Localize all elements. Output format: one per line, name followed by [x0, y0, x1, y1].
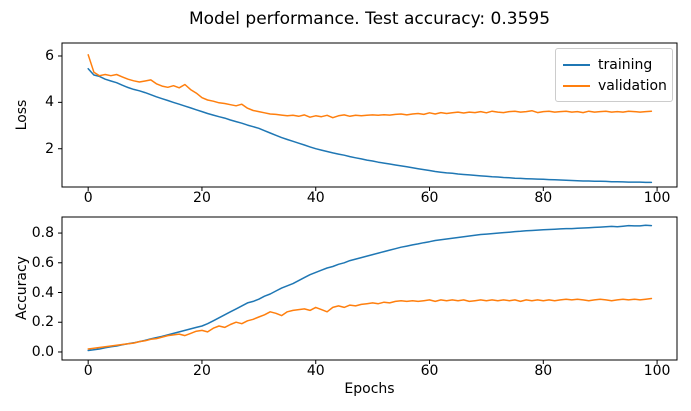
y-tick-label: 4 [45, 94, 54, 111]
x-tick-label: 100 [643, 190, 671, 206]
x-tick-label: 40 [306, 190, 325, 206]
y-tick-label: 0.0 [31, 343, 54, 360]
x-tick-label: 0 [83, 190, 93, 206]
legend-entry-training: training [563, 54, 665, 75]
x-tick-label: 80 [534, 363, 553, 379]
y-tick-label: 0.6 [31, 254, 54, 271]
x-tick-label: 60 [420, 190, 439, 206]
y-tick-label: 6 [45, 47, 54, 64]
training-line-swatch [563, 63, 590, 66]
y-tick-label: 0.8 [31, 225, 54, 242]
legend-label-training: training [598, 56, 653, 73]
validation-line-plot-1 [87, 297, 653, 350]
x-tick-label: 80 [534, 190, 553, 206]
legend-label-validation: validation [598, 77, 667, 94]
x-tick-label: 20 [193, 363, 211, 379]
x-tick-label: 60 [420, 363, 439, 379]
axes-frame [61, 42, 678, 188]
y-tick-label: 2 [45, 140, 54, 157]
x-tick-label: 100 [643, 363, 671, 379]
y-tick-label: 0.2 [31, 314, 54, 331]
x-tick-label: 40 [306, 363, 325, 379]
validation-line-swatch [563, 84, 590, 87]
x-tick-label: 0 [83, 363, 93, 379]
y-tick-label: 0.4 [31, 284, 54, 301]
epochs-axis-label: Epochs [344, 381, 395, 397]
x-tick-label: 20 [193, 190, 211, 206]
legend-entry-validation: validation [563, 75, 667, 96]
chart-title: Model performance. Test accuracy: 0.3595 [188, 9, 551, 29]
axes-frame [61, 216, 678, 361]
training-line-plot-1 [87, 224, 653, 352]
validation-line-plot-0 [87, 54, 653, 119]
legend: training validation [555, 48, 673, 102]
training-line-plot-0 [87, 67, 653, 184]
